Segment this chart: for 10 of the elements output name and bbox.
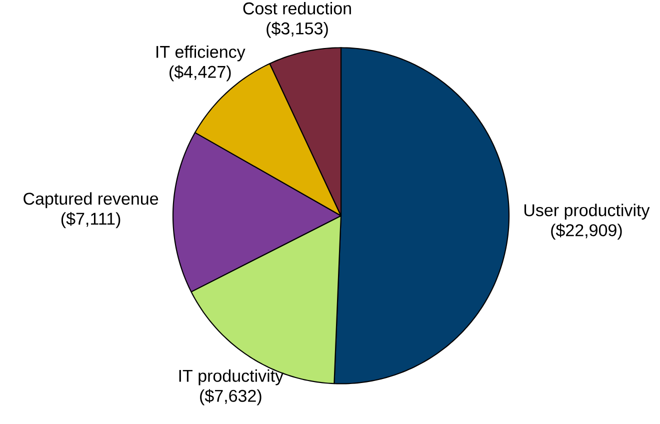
slice-label: IT productivity — [179, 370, 284, 386]
slice-label: User productivity — [524, 204, 650, 220]
data-label: ($22,909) — [551, 224, 622, 240]
data-label: ($3,153) — [266, 22, 328, 38]
slice-label: Captured revenue — [24, 192, 158, 208]
slice-label: Cost reduction — [243, 2, 351, 15]
slice-label: IT efficiency — [156, 46, 246, 62]
data-label: ($4,427) — [170, 65, 231, 82]
data-label: ($7,632) — [200, 389, 262, 406]
data-label: ($7,111) — [61, 212, 120, 228]
